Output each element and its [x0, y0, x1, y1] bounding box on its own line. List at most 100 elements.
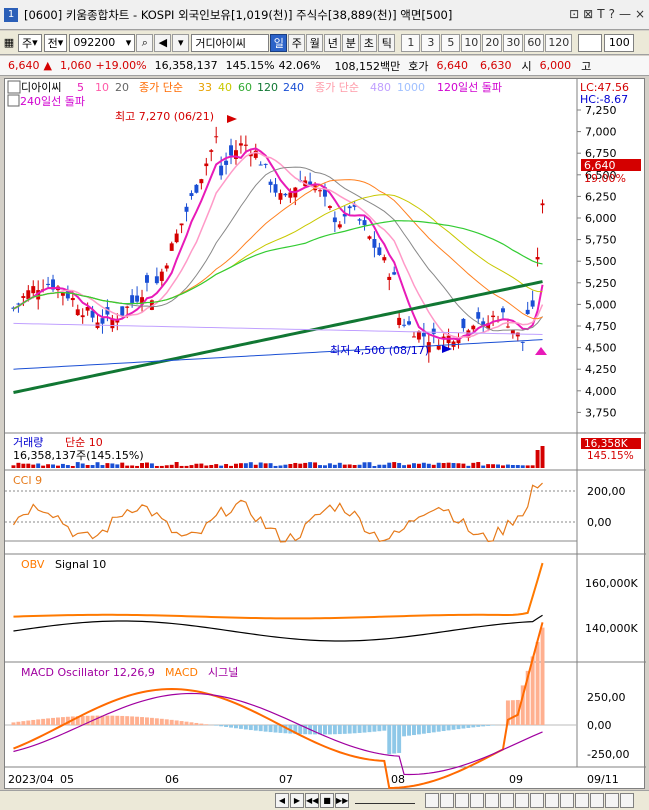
tool-icon-11[interactable]: [575, 793, 589, 808]
tool-icon-12[interactable]: [590, 793, 604, 808]
tile-icon[interactable]: ⊠: [583, 7, 594, 21]
macd-histogram-bar: [263, 725, 268, 732]
tab-second[interactable]: 초: [360, 33, 378, 52]
tool-icon-5[interactable]: [485, 793, 499, 808]
volume-bar: [505, 464, 510, 468]
candle-body: [214, 136, 219, 138]
tab-minute[interactable]: 분: [342, 33, 360, 52]
price-axis: 7,250 7,000 6,750 6,500 6,250 6,000 5,750 5,500…: [577, 104, 617, 419]
tab-year[interactable]: 년: [324, 33, 342, 52]
volume-bar: [214, 464, 219, 468]
macd-axis-250: 250,00: [587, 691, 626, 704]
volume-bar: [46, 464, 51, 468]
macd-histogram-bar: [352, 725, 357, 734]
candle-body: [540, 203, 545, 206]
tool-icon-4[interactable]: [470, 793, 484, 808]
tool-icon-7[interactable]: [515, 793, 529, 808]
macd-histogram-bar: [135, 716, 140, 725]
candle-body: [26, 290, 31, 300]
volume-bar: [496, 464, 500, 468]
macd-histogram-bar: [476, 725, 481, 727]
tab-day[interactable]: 일: [270, 33, 288, 52]
minimize-button[interactable]: —: [618, 7, 631, 21]
macd-histogram-bar: [535, 641, 540, 725]
macd-histogram-bar: [234, 725, 238, 729]
tab-month[interactable]: 월: [306, 33, 324, 52]
search-icon[interactable]: ⌕: [136, 33, 154, 52]
legend-close-label-2: 종가 단순: [315, 81, 359, 94]
count-input[interactable]: [578, 33, 603, 52]
minute-option-5[interactable]: 5: [441, 33, 461, 52]
legend-box-icon: [7, 80, 21, 94]
tool-icon-10[interactable]: [560, 793, 574, 808]
code-input[interactable]: 092200 ▾: [69, 33, 136, 52]
volume-bar: [347, 464, 352, 468]
candle-body: [263, 163, 268, 165]
x-label-05: 05: [60, 773, 74, 786]
minute-option-120[interactable]: 120: [545, 33, 573, 52]
tool-icon-13[interactable]: [605, 793, 619, 808]
volume-bar: [431, 464, 436, 468]
forward-button[interactable]: ▶▶: [335, 793, 349, 808]
volume-bar: [530, 465, 535, 468]
price-axis-label: 4,000: [585, 385, 617, 398]
candle-body: [476, 312, 481, 319]
volume-bar: [258, 462, 263, 468]
macd-histogram-bar: [56, 717, 60, 725]
restore-icon[interactable]: ⊡: [569, 7, 580, 21]
macd-histogram-bar: [159, 718, 164, 725]
volume-bar: [342, 464, 347, 468]
tool-icon-3[interactable]: [455, 793, 469, 808]
price-axis-label: 5,250: [585, 277, 617, 290]
minute-option-3[interactable]: 3: [421, 33, 441, 52]
macd-histogram-bar: [179, 721, 184, 725]
volume-bar: [80, 463, 85, 468]
x-label-08: 08: [391, 773, 405, 786]
minute-option-10[interactable]: 10: [461, 33, 482, 52]
expand-icon[interactable]: ▾: [172, 33, 190, 52]
volume-bar: [283, 464, 288, 468]
candle-body: [510, 329, 515, 335]
macd-histogram-bar: [184, 721, 189, 725]
minute-option-20[interactable]: 20: [482, 33, 503, 52]
volume-bar: [164, 465, 169, 468]
open-label: 시: [521, 59, 532, 73]
volume-bar: [436, 462, 441, 468]
period-select[interactable]: 전 ▾: [43, 33, 68, 52]
rewind-button[interactable]: ◀◀: [305, 793, 319, 808]
candle-body: [164, 265, 169, 269]
volume-bar: [184, 465, 189, 468]
candle-body: [194, 184, 199, 193]
price-axis-label: 5,750: [585, 234, 617, 247]
price-axis-label: 7,000: [585, 126, 617, 139]
zoom-slider[interactable]: [355, 796, 415, 804]
close-button[interactable]: ×: [634, 7, 645, 21]
minute-option-60[interactable]: 60: [524, 33, 545, 52]
minute-option-30[interactable]: 30: [503, 33, 524, 52]
market-select[interactable]: 주 ▾: [18, 33, 42, 52]
tool-icon-6[interactable]: [500, 793, 514, 808]
chart-svg[interactable]: 디아이씨 5 10 20 종가 단순 33 40 60 120 240 종가 단…: [5, 79, 646, 790]
tab-week[interactable]: 주: [288, 33, 306, 52]
legend-ma480: 480: [370, 81, 391, 94]
macd-histogram-bar: [525, 670, 530, 725]
tab-tick[interactable]: 틱: [378, 33, 396, 52]
candle-body: [238, 143, 243, 146]
text-icon[interactable]: T: [597, 7, 605, 21]
prev-button[interactable]: ◀: [275, 793, 289, 808]
stop-button[interactable]: ■: [320, 793, 334, 808]
chart-canvas[interactable]: 디아이씨 5 10 20 종가 단순 33 40 60 120 240 종가 단…: [4, 78, 646, 790]
grid-icon[interactable]: ▦: [3, 36, 15, 49]
tool-icon-8[interactable]: [530, 793, 544, 808]
minute-option-1[interactable]: 1: [401, 33, 421, 52]
count-field[interactable]: 100: [604, 33, 635, 52]
speaker-icon[interactable]: ◀: [154, 33, 172, 52]
tool-icon-2[interactable]: [440, 793, 454, 808]
tool-icon-9[interactable]: [545, 793, 559, 808]
help-icon[interactable]: ?: [608, 7, 615, 21]
tool-icon-1[interactable]: [425, 793, 439, 808]
next-button[interactable]: ▶: [290, 793, 304, 808]
tool-icon-14[interactable]: [620, 793, 634, 808]
macd-histogram-bar: [105, 715, 110, 725]
macd-histogram-bar: [387, 725, 392, 755]
